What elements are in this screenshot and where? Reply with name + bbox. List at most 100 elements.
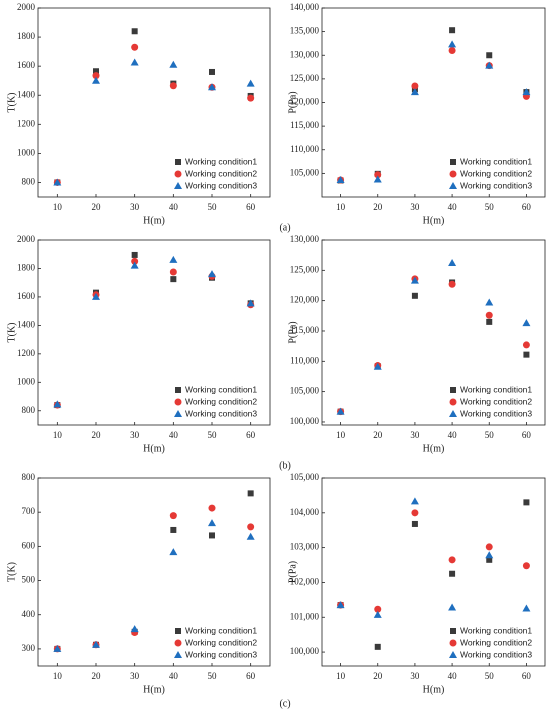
y-tick-label: 105,000 (290, 386, 320, 396)
marker-triangle (92, 76, 100, 84)
legend-marker (175, 628, 181, 634)
marker-square (170, 276, 177, 283)
y-tick-label: 120,000 (290, 97, 320, 107)
y-tick-label: 1600 (17, 60, 36, 70)
marker-triangle (169, 60, 178, 68)
legend-label: Working condition2 (460, 168, 532, 178)
marker-square (131, 28, 138, 35)
x-tick-label: 30 (130, 671, 140, 681)
marker-square (449, 570, 456, 577)
marker-square (523, 499, 530, 506)
marker-triangle (448, 259, 457, 267)
y-tick-label: 1800 (17, 263, 36, 273)
marker-triangle (130, 58, 139, 66)
y-axis-label: T(K) (6, 323, 17, 343)
legend-marker (449, 639, 457, 647)
legend-marker (450, 159, 456, 165)
legend-label: Working condition1 (460, 625, 532, 635)
plot-frame (37, 477, 271, 667)
x-tick-label: 30 (130, 430, 140, 440)
x-tick-label: 60 (246, 671, 256, 681)
legend-label: Working condition3 (460, 408, 532, 418)
marker-triangle (522, 604, 531, 612)
x-tick-label: 30 (130, 202, 140, 212)
y-tick-label: 1600 (17, 291, 36, 301)
x-tick-label: 30 (410, 202, 420, 212)
x-tick-label: 40 (448, 671, 458, 681)
marker-circle (448, 47, 456, 55)
x-tick-label: 20 (92, 430, 102, 440)
legend-label: Working condition2 (185, 396, 257, 406)
y-tick-label: 130,000 (290, 49, 320, 59)
marker-triangle (448, 603, 457, 611)
y-tick-label: 130,000 (290, 234, 320, 244)
marker-triangle (208, 83, 216, 91)
y-tick-label: 1000 (17, 147, 36, 157)
legend-label: Working condition2 (185, 168, 257, 178)
marker-triangle (130, 625, 139, 633)
x-tick-label: 40 (169, 430, 179, 440)
y-tick-label: 2000 (17, 234, 36, 244)
y-tick-label: 2000 (17, 2, 36, 12)
marker-circle (247, 94, 255, 102)
x-axis-label: H(m) (143, 684, 165, 695)
marker-triangle (336, 601, 345, 609)
marker-triangle (92, 292, 100, 300)
legend-label: Working condition3 (185, 408, 257, 418)
marker-square (449, 27, 456, 34)
y-tick-label: 120,000 (290, 295, 320, 305)
marker-square (486, 556, 493, 563)
marker-circle (411, 82, 419, 90)
y-tick-label: 600 (22, 540, 36, 550)
y-tick-label: 1200 (17, 118, 36, 128)
marker-triangle (246, 79, 255, 87)
plot-frame (321, 239, 546, 426)
marker-circle (374, 171, 382, 179)
marker-square (93, 68, 99, 75)
legend-marker (450, 387, 456, 393)
legend-marker (449, 170, 457, 178)
legend-label: Working condition3 (460, 649, 532, 659)
x-tick-label: 30 (410, 430, 420, 440)
y-tick-label: 300 (22, 643, 36, 653)
x-tick-label: 20 (373, 430, 383, 440)
marker-triangle (169, 255, 178, 263)
x-axis-label: H(m) (423, 215, 445, 226)
legend-marker (174, 651, 182, 658)
marker-circle (131, 257, 139, 265)
x-axis-label: H(m) (143, 443, 165, 454)
legend-marker (449, 398, 457, 406)
marker-triangle (130, 261, 139, 269)
y-tick-label: 102,000 (290, 577, 320, 587)
x-tick-label: 10 (336, 671, 346, 681)
y-tick-label: 800 (22, 472, 36, 482)
legend-marker (174, 182, 182, 189)
legend-label: Working condition2 (185, 637, 257, 647)
marker-triangle (410, 497, 419, 505)
y-tick-label: 115,000 (290, 325, 319, 335)
marker-triangle (522, 88, 531, 96)
y-tick-label: 800 (22, 405, 36, 415)
marker-triangle (92, 640, 100, 648)
y-tick-label: 1400 (17, 319, 36, 329)
marker-triangle (522, 319, 531, 327)
marker-circle (522, 341, 530, 349)
legend-marker (174, 410, 182, 417)
marker-triangle (53, 178, 62, 186)
x-tick-label: 50 (485, 430, 495, 440)
x-tick-label: 40 (169, 671, 179, 681)
legend-label: Working condition1 (185, 384, 257, 394)
legend-marker (449, 651, 457, 658)
y-tick-label: 135,000 (290, 26, 320, 36)
marker-triangle (246, 299, 255, 307)
legend-marker (450, 628, 456, 634)
marker-triangle (336, 175, 345, 183)
caption: (a) (279, 222, 290, 233)
y-tick-label: 100,000 (290, 416, 320, 426)
x-tick-label: 50 (485, 202, 495, 212)
y-axis-label: P(Pa) (287, 91, 298, 113)
legend-marker (174, 398, 182, 406)
legend-marker (174, 170, 182, 178)
